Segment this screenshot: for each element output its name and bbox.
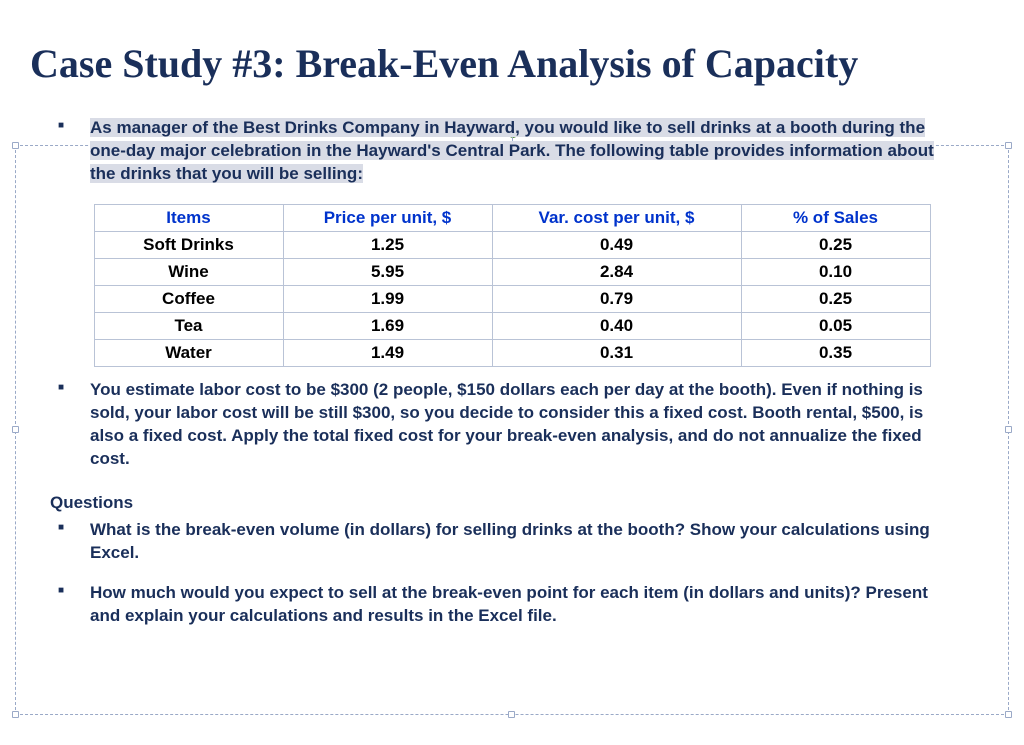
bullet-question-1: What is the break-even volume (in dollar…: [50, 519, 954, 565]
slide-title: Case Study #3: Break-Even Analysis of Ca…: [30, 40, 994, 87]
cell-item: Wine: [94, 258, 283, 285]
table-header-row: Items Price per unit, $ Var. cost per un…: [94, 204, 930, 231]
resize-handle-mb[interactable]: [508, 711, 515, 718]
cell-varcost: 0.49: [492, 231, 741, 258]
cell-varcost: 2.84: [492, 258, 741, 285]
cell-pct: 0.05: [741, 312, 930, 339]
cell-pct: 0.25: [741, 285, 930, 312]
cell-varcost: 0.31: [492, 339, 741, 366]
cell-pct: 0.10: [741, 258, 930, 285]
questions-heading: Questions: [50, 493, 994, 513]
table-row: Wine 5.95 2.84 0.10: [94, 258, 930, 285]
table-row: Water 1.49 0.31 0.35: [94, 339, 930, 366]
bullet-list-top: As manager of the Best Drinks Company in…: [30, 117, 994, 186]
table-row: Soft Drinks 1.25 0.49 0.25: [94, 231, 930, 258]
cell-price: 1.49: [283, 339, 492, 366]
cell-item: Coffee: [94, 285, 283, 312]
bullet-question-2: How much would you expect to sell at the…: [50, 582, 954, 628]
resize-handle-mr[interactable]: [1005, 426, 1012, 433]
bullet-list-questions: What is the break-even volume (in dollar…: [30, 519, 994, 629]
cell-pct: 0.25: [741, 231, 930, 258]
cell-price: 1.99: [283, 285, 492, 312]
cell-varcost: 0.40: [492, 312, 741, 339]
resize-handle-br[interactable]: [1005, 711, 1012, 718]
content-textbox[interactable]: As manager of the Best Drinks Company in…: [30, 117, 994, 628]
col-header-items: Items: [94, 204, 283, 231]
cell-item: Soft Drinks: [94, 231, 283, 258]
resize-handle-tl[interactable]: [12, 142, 19, 149]
table-row: Coffee 1.99 0.79 0.25: [94, 285, 930, 312]
bullet-fixed-cost: You estimate labor cost to be $300 (2 pe…: [50, 379, 954, 471]
cell-price: 1.69: [283, 312, 492, 339]
cell-price: 5.95: [283, 258, 492, 285]
resize-handle-ml[interactable]: [12, 426, 19, 433]
drinks-table: Items Price per unit, $ Var. cost per un…: [94, 204, 931, 367]
highlighted-intro-text: As manager of the Best Drinks Company in…: [90, 118, 934, 183]
resize-handle-tr[interactable]: [1005, 142, 1012, 149]
col-header-pct: % of Sales: [741, 204, 930, 231]
col-header-varcost: Var. cost per unit, $: [492, 204, 741, 231]
resize-handle-bl[interactable]: [12, 711, 19, 718]
cell-item: Tea: [94, 312, 283, 339]
cell-pct: 0.35: [741, 339, 930, 366]
slide: Case Study #3: Break-Even Analysis of Ca…: [0, 0, 1024, 745]
bullet-list-middle: You estimate labor cost to be $300 (2 pe…: [30, 379, 994, 471]
table-row: Tea 1.69 0.40 0.05: [94, 312, 930, 339]
col-header-price: Price per unit, $: [283, 204, 492, 231]
cell-varcost: 0.79: [492, 285, 741, 312]
cell-item: Water: [94, 339, 283, 366]
bullet-intro: As manager of the Best Drinks Company in…: [50, 117, 954, 186]
cell-price: 1.25: [283, 231, 492, 258]
